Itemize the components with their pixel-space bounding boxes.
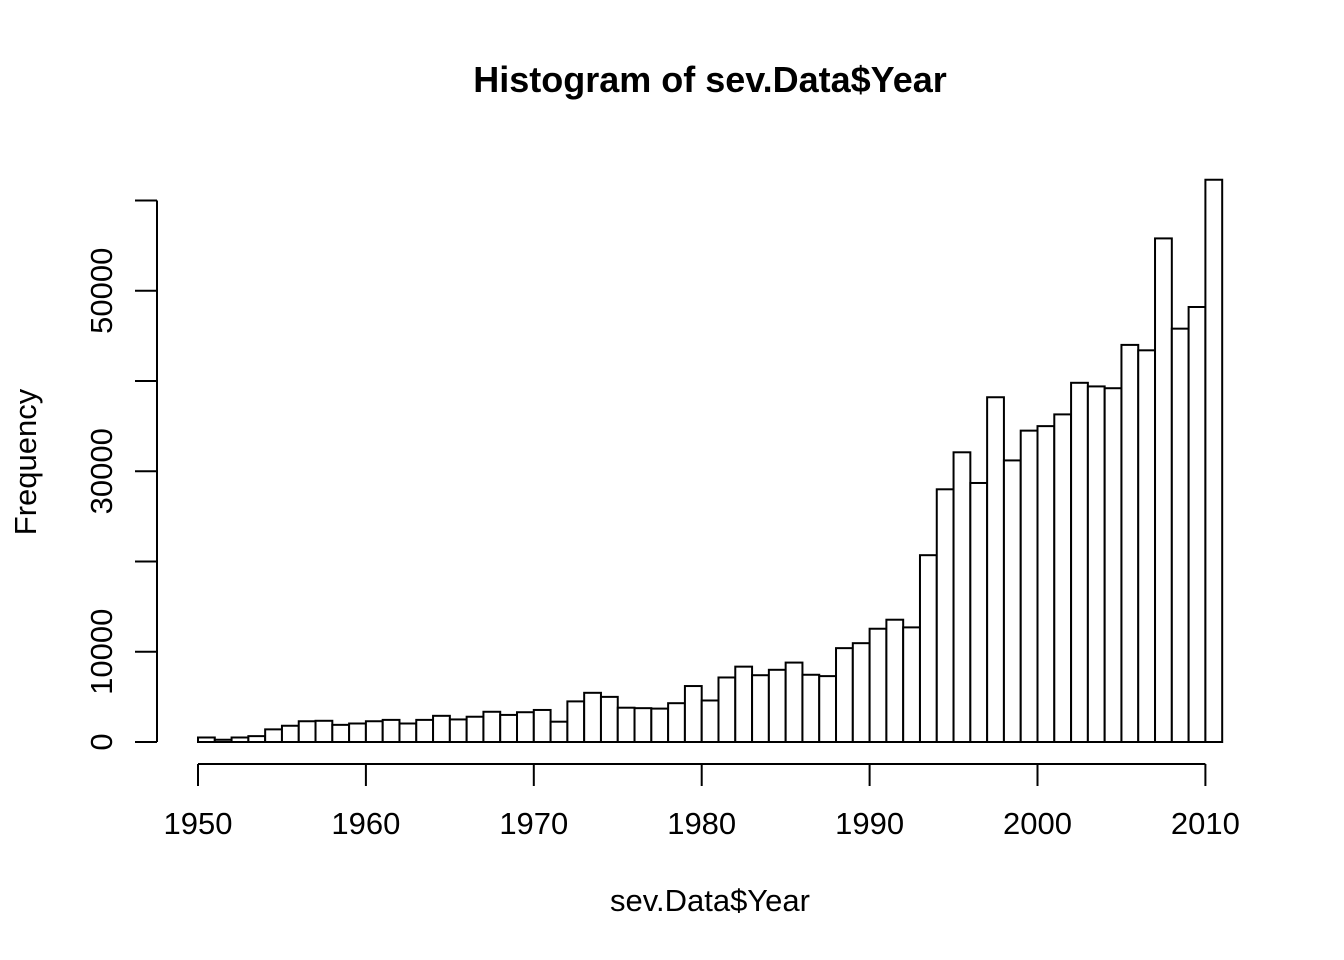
histogram-bar	[1070, 381, 1089, 743]
histogram-bar	[683, 685, 703, 743]
histogram-bar	[432, 714, 451, 744]
histogram-bar	[1002, 459, 1022, 743]
histogram-bar	[1036, 425, 1056, 743]
y-tick-label: 10000	[84, 609, 119, 695]
histogram-bar	[247, 735, 267, 743]
histogram-bar	[885, 618, 905, 743]
histogram-bar	[1170, 327, 1190, 743]
histogram-bar	[969, 481, 989, 743]
histogram-bar	[197, 736, 216, 743]
histogram-bar	[1204, 178, 1224, 743]
histogram-bar	[633, 707, 653, 743]
histogram-bar	[583, 691, 602, 743]
histogram-bar	[851, 642, 871, 744]
x-tick-label: 2000	[1003, 806, 1072, 841]
histogram-bar	[331, 723, 351, 743]
histogram-bar	[213, 738, 233, 744]
histogram-bar	[868, 627, 888, 744]
histogram-bar	[297, 720, 317, 743]
histogram-bar	[1137, 349, 1157, 743]
y-tick-label: 0	[84, 733, 119, 750]
histogram-bar	[532, 708, 552, 743]
histogram-bar	[549, 720, 569, 743]
histogram-bar	[381, 718, 401, 743]
x-tick-label: 1970	[499, 806, 568, 841]
histogram-bar	[667, 702, 686, 744]
x-tick-label: 1950	[164, 806, 233, 841]
histogram-bar	[1120, 343, 1140, 743]
histogram-bar	[818, 675, 838, 743]
histogram-bar	[415, 718, 435, 743]
histogram-bar	[516, 711, 535, 744]
histogram-bar	[918, 554, 938, 743]
histogram-bar	[801, 673, 821, 743]
histogram-bar	[448, 718, 468, 743]
histogram-bar	[616, 706, 636, 744]
histogram-bar	[482, 710, 502, 743]
histogram-bar	[952, 451, 972, 743]
x-tick-label: 1990	[835, 806, 904, 841]
histogram-bar	[1187, 305, 1207, 743]
bars-group	[197, 178, 1224, 744]
histogram-bar	[902, 626, 921, 744]
histogram-bar	[717, 676, 737, 743]
histogram-bar	[1086, 385, 1106, 743]
histogram-bar	[767, 668, 787, 743]
histogram-bar	[465, 715, 485, 743]
histogram-bar	[314, 719, 334, 744]
y-axis: 0 10000 30000 50000	[84, 199, 158, 751]
histogram-bar	[398, 722, 418, 744]
y-axis-label: Frequency	[8, 388, 43, 535]
histogram-bar	[1103, 387, 1123, 743]
chart-title: Histogram of sev.Data$Year	[473, 59, 947, 100]
histogram-bar	[230, 736, 250, 743]
x-axis: 1950 1960 1970 1980 1990 2000 2010	[164, 763, 1240, 841]
x-tick-label: 2010	[1171, 806, 1240, 841]
histogram-bar	[1019, 429, 1039, 743]
histogram-bar	[986, 396, 1005, 743]
histogram-bar	[364, 720, 384, 743]
histogram-bar	[650, 707, 670, 743]
histogram-bar	[348, 722, 367, 744]
y-tick-label: 50000	[84, 248, 119, 334]
x-axis-label: sev.Data$Year	[610, 883, 810, 918]
histogram-bar	[264, 728, 283, 743]
x-tick-label: 1960	[331, 806, 400, 841]
histogram-bar	[734, 665, 754, 743]
histogram-bar	[1154, 237, 1173, 743]
histogram-bar	[1053, 413, 1073, 743]
histogram-bar	[280, 724, 300, 744]
histogram-bar	[700, 699, 720, 743]
histogram-bar	[935, 488, 955, 743]
histogram-bar	[751, 674, 770, 744]
x-tick-label: 1980	[667, 806, 736, 841]
histogram-bar	[599, 695, 619, 743]
y-tick-label: 30000	[84, 428, 119, 514]
histogram-bar	[784, 661, 804, 744]
histogram-bar	[499, 713, 519, 743]
histogram-bar	[566, 700, 586, 744]
histogram-bar	[835, 647, 854, 744]
